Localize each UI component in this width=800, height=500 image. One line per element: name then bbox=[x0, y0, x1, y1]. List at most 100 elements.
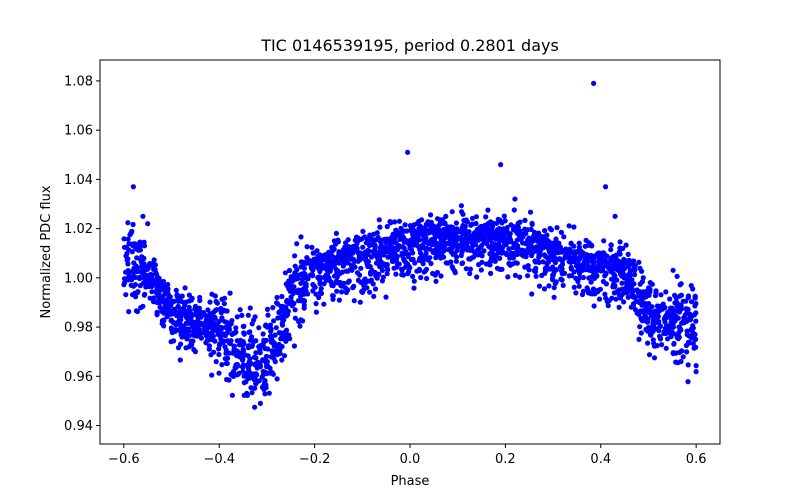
data-point bbox=[188, 341, 194, 347]
data-point bbox=[279, 322, 286, 328]
data-point bbox=[419, 253, 425, 259]
data-point bbox=[173, 287, 179, 293]
data-point bbox=[666, 327, 672, 333]
data-point bbox=[265, 346, 271, 352]
data-point bbox=[292, 307, 298, 313]
data-point bbox=[471, 254, 477, 260]
data-point bbox=[632, 294, 638, 300]
data-point bbox=[639, 268, 645, 274]
data-point bbox=[525, 227, 531, 233]
data-point bbox=[658, 292, 664, 298]
data-point bbox=[668, 321, 674, 327]
data-point bbox=[165, 304, 171, 310]
data-point bbox=[433, 278, 439, 284]
outlier-point bbox=[130, 184, 136, 190]
data-point bbox=[591, 275, 598, 281]
data-point bbox=[410, 256, 416, 262]
data-point bbox=[495, 216, 501, 222]
data-point bbox=[351, 298, 357, 304]
data-point bbox=[326, 262, 332, 269]
data-point bbox=[640, 275, 646, 281]
data-point bbox=[572, 252, 578, 258]
data-point bbox=[655, 318, 661, 324]
data-point bbox=[605, 262, 612, 268]
data-point bbox=[379, 267, 385, 273]
data-point bbox=[212, 338, 218, 344]
data-point bbox=[514, 260, 520, 266]
data-point bbox=[270, 350, 276, 356]
data-point bbox=[229, 392, 235, 398]
data-point bbox=[316, 294, 322, 301]
data-point bbox=[554, 241, 560, 247]
data-point bbox=[137, 283, 143, 289]
data-point bbox=[286, 267, 293, 274]
data-point bbox=[610, 253, 617, 259]
data-point bbox=[266, 390, 272, 396]
data-point bbox=[263, 322, 269, 328]
data-point bbox=[332, 260, 338, 267]
data-point bbox=[313, 309, 319, 315]
data-point bbox=[355, 277, 361, 283]
data-point bbox=[185, 320, 191, 326]
data-point bbox=[286, 332, 292, 338]
data-point bbox=[646, 292, 652, 298]
data-point bbox=[310, 267, 316, 273]
data-point bbox=[244, 392, 250, 398]
data-point bbox=[627, 272, 633, 278]
data-point bbox=[274, 376, 280, 382]
data-point bbox=[186, 292, 192, 298]
data-point bbox=[182, 285, 188, 291]
data-point bbox=[399, 232, 405, 238]
data-point bbox=[192, 320, 198, 326]
data-point bbox=[207, 299, 213, 305]
data-point bbox=[621, 299, 627, 305]
data-point bbox=[492, 241, 498, 248]
data-point bbox=[288, 298, 294, 304]
data-point bbox=[161, 299, 167, 305]
data-point bbox=[264, 361, 270, 367]
data-point bbox=[665, 336, 671, 342]
data-point bbox=[443, 213, 449, 219]
data-point bbox=[672, 317, 678, 323]
data-point bbox=[585, 242, 591, 248]
data-point bbox=[251, 317, 257, 323]
data-point bbox=[525, 240, 531, 246]
data-point bbox=[628, 286, 634, 292]
data-point bbox=[208, 352, 214, 358]
data-point bbox=[299, 271, 305, 277]
data-point bbox=[294, 272, 300, 278]
data-point bbox=[402, 222, 408, 228]
data-point bbox=[494, 265, 500, 271]
data-point bbox=[219, 315, 225, 321]
data-point bbox=[224, 308, 230, 314]
data-point bbox=[183, 345, 189, 351]
data-point bbox=[678, 281, 684, 287]
data-point bbox=[268, 328, 274, 334]
data-point bbox=[415, 231, 421, 237]
data-point bbox=[183, 299, 189, 305]
data-point bbox=[345, 287, 351, 293]
data-point bbox=[619, 268, 625, 274]
data-point bbox=[690, 340, 696, 347]
data-point bbox=[556, 245, 562, 251]
data-point bbox=[393, 232, 399, 238]
data-point bbox=[670, 350, 676, 356]
data-point bbox=[407, 265, 413, 271]
data-point bbox=[240, 356, 246, 362]
data-point bbox=[464, 247, 470, 253]
data-point bbox=[416, 257, 422, 263]
data-point bbox=[204, 329, 210, 335]
data-point bbox=[474, 274, 480, 280]
data-point bbox=[646, 352, 653, 358]
data-point bbox=[240, 347, 246, 353]
data-point bbox=[693, 336, 699, 342]
data-point bbox=[384, 266, 391, 272]
data-point bbox=[677, 325, 683, 331]
data-point bbox=[537, 243, 543, 249]
data-point bbox=[593, 266, 599, 272]
y-tick-label: 1.08 bbox=[64, 74, 93, 89]
data-point bbox=[123, 244, 130, 250]
data-point bbox=[297, 323, 303, 329]
data-point bbox=[430, 223, 436, 229]
data-point bbox=[197, 327, 203, 333]
